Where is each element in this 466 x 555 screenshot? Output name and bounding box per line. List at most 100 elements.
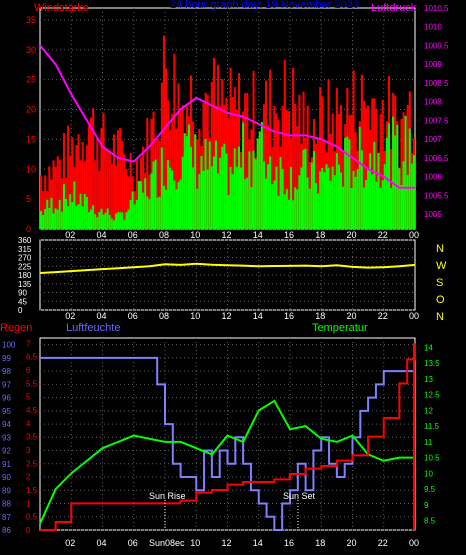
wind-avg-bar (152, 161, 155, 229)
gust-bar (283, 59, 286, 229)
wind-y-tick-label: 0 (26, 224, 31, 234)
wind-avg-bar (237, 146, 240, 229)
x-tick-label: 18 (315, 230, 325, 240)
rain-axis-title: Regen (0, 322, 32, 334)
gust-bar (127, 176, 130, 229)
rain-y-tick-label: 1 (26, 499, 31, 508)
gust-bar (269, 69, 272, 229)
wind-avg-bar (265, 178, 268, 229)
wind-avg-bar (242, 122, 245, 229)
gust-bar (294, 103, 297, 229)
gust-bar (115, 165, 118, 229)
x-tick-label: 22 (378, 311, 388, 321)
gust-bar (96, 138, 99, 229)
humidity-y-tick-label: 87 (2, 513, 11, 522)
wind-avg-bar (127, 209, 130, 229)
gust-bar (56, 156, 59, 229)
wind-avg-bar (65, 198, 68, 229)
gust-bar (340, 105, 343, 229)
gust-bar (112, 134, 115, 229)
direction-y-tick-label: 225 (18, 262, 32, 271)
wind-y-tick-label: 5 (26, 194, 31, 204)
wind-avg-bar (246, 177, 249, 229)
wind-avg-bar (373, 141, 376, 229)
gust-bar (158, 140, 161, 229)
wind-avg-bar (56, 209, 59, 229)
gust-bar (375, 108, 378, 229)
temperature-y-tick-label: 9 (424, 501, 429, 510)
wind-avg-bar (256, 138, 259, 229)
wind-avg-bar (273, 180, 276, 229)
gust-bar (87, 125, 90, 229)
rain-y-tick-label: 0.5 (26, 513, 38, 522)
x-tick-label: 14 (253, 538, 263, 548)
gust-bar (106, 150, 109, 229)
wind-avg-bar (154, 159, 157, 229)
gust-bar (298, 94, 301, 229)
gust-bar (135, 158, 138, 229)
wind-y-tick-label: 25 (26, 75, 36, 85)
wind-avg-bar (367, 168, 370, 229)
wind-avg-bar (196, 188, 199, 229)
wind-avg-bar (150, 173, 153, 229)
wind-avg-bar (104, 212, 107, 229)
gust-bar (327, 79, 330, 229)
wind-avg-bar (392, 116, 395, 229)
gust-bar (75, 145, 78, 229)
wind-avg-bar (169, 167, 172, 229)
x-tick-label: 06 (128, 538, 138, 548)
x-tick-label: 00 (409, 538, 419, 548)
humidity-y-tick-label: 100 (2, 341, 16, 350)
wind-avg-bar (312, 151, 315, 229)
gust-bar (400, 118, 403, 229)
rain-y-tick-label: 6 (26, 366, 31, 375)
gust-bar (210, 81, 213, 230)
wind-avg-bar (304, 148, 307, 229)
wind-avg-bar (298, 175, 301, 229)
wind-avg-bar (275, 166, 278, 229)
x-tick-label: 16 (284, 230, 294, 240)
wind-avg-bar (404, 115, 407, 229)
wind-avg-bar (140, 181, 143, 229)
pressure-axis-title: Luftdruck (371, 2, 417, 14)
wind-avg-bar (183, 133, 186, 229)
gust-bar (121, 140, 124, 229)
wind-avg-bar (227, 195, 230, 229)
wind-avg-bar (269, 156, 272, 229)
wind-avg-bar (319, 171, 322, 229)
x-tick-label: 20 (347, 311, 357, 321)
wind-avg-bar (98, 212, 101, 229)
wind-avg-bar (252, 150, 255, 229)
gust-bar (371, 98, 374, 229)
wind-avg-bar (292, 200, 295, 229)
humidity-y-tick-label: 94 (2, 420, 11, 429)
gust-bar (273, 105, 276, 229)
wind-avg-bar (369, 153, 372, 229)
wind-avg-bar (125, 212, 128, 229)
wind-avg-bar (396, 124, 399, 229)
wind-y-tick-label: 10 (26, 164, 36, 174)
wind-avg-bar (90, 209, 93, 229)
humidity-y-tick-label: 99 (2, 354, 11, 363)
gust-bar (285, 110, 288, 229)
wind-avg-bar (283, 194, 286, 229)
wind-avg-bar (137, 180, 140, 229)
humidity-y-tick-label: 93 (2, 433, 11, 442)
temperature-y-tick-label: 9.5 (424, 485, 436, 494)
rain-y-tick-label: 7 (26, 339, 31, 348)
pressure-y-tick-label: 1009 (424, 60, 442, 69)
wind-avg-bar (352, 170, 355, 229)
wind-avg-bar (52, 213, 55, 229)
pressure-y-tick-label: 1006.5 (424, 154, 449, 163)
wind-avg-bar (329, 180, 332, 229)
wind-avg-bar (321, 167, 324, 229)
gust-bar (129, 152, 132, 229)
x-tick-label: 04 (97, 230, 107, 240)
wind-avg-bar (406, 174, 409, 229)
gust-bar (156, 138, 159, 229)
wind-avg-bar (148, 199, 151, 229)
wind-avg-bar (179, 179, 182, 229)
wind-avg-bar (221, 146, 224, 229)
pressure-y-tick-label: 1008.5 (424, 79, 449, 88)
wind-avg-bar (173, 180, 176, 229)
